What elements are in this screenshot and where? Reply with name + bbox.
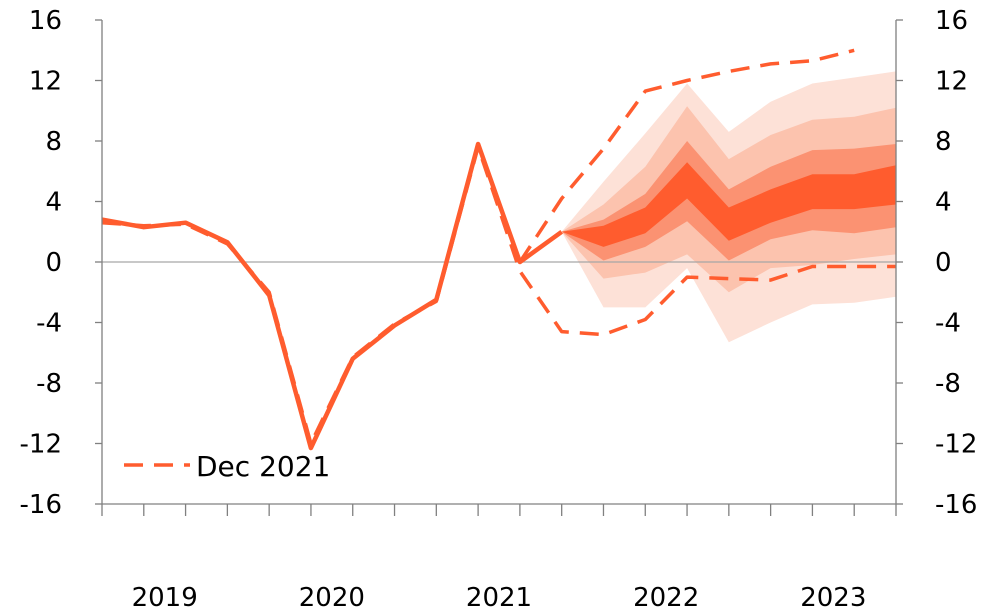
x-tick-labels: 2019 2020 2021 2022 2023 [132,583,867,610]
legend-label: Dec 2021 [196,450,330,483]
x-tick-label-2023: 2023 [800,583,866,610]
series-line-2-0 [518,48,855,263]
y-tick-label-left: 8 [45,127,62,157]
legend: Dec 2021 [124,450,330,483]
x-tick-label-2021: 2021 [466,583,532,610]
y-tick-label-right: 12 [935,67,968,97]
y-tick-labels-right: 16 12 8 4 0 -4 -8 -12 -16 [935,6,977,520]
series-lines [101,48,896,451]
y-tick-label-left: -12 [20,430,62,460]
y-tick-label-left: 0 [45,248,62,278]
x-tick-label-2022: 2022 [633,583,699,610]
x-tick-label-2019: 2019 [132,583,198,610]
axes [95,19,903,516]
y-tick-label-left: -16 [20,490,62,520]
y-tick-label-left: 12 [29,67,62,97]
y-tick-labels-left: 16 12 8 4 0 -4 -8 -12 -16 [20,6,62,520]
x-tick-label-2020: 2020 [299,583,365,610]
y-tick-label-right: 8 [935,127,952,157]
y-tick-label-right: 4 [935,188,952,218]
y-tick-label-left: -4 [36,309,62,339]
y-tick-label-right: -8 [935,369,961,399]
y-tick-label-left: 16 [29,6,62,36]
y-tick-label-right: -4 [935,309,961,339]
y-tick-label-right: 0 [935,248,952,278]
fan-bands [561,71,896,343]
y-tick-label-left: -8 [36,369,62,399]
y-tick-label-left: 4 [45,188,62,218]
fan-band-3 [561,162,896,247]
y-tick-label-right: -12 [935,430,977,460]
y-tick-label-right: -16 [935,490,977,520]
y-tick-label-right: 16 [935,6,968,36]
